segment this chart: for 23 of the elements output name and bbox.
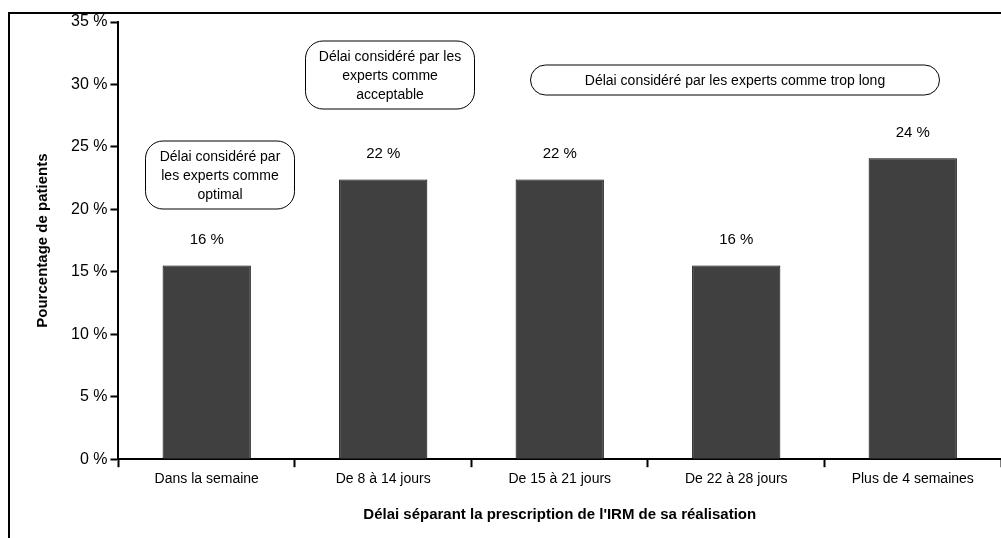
y-tick-label: 20 % [71, 199, 108, 217]
x-tick-label: De 8 à 14 jours [335, 470, 431, 487]
y-tick-label: 10 % [71, 324, 108, 342]
x-tick-label: Dans la semaine [154, 470, 260, 487]
rounded-box: Délai considéré par les experts comme acceptable [305, 40, 475, 110]
y-tick-label: 30 % [71, 74, 108, 92]
x-tick-label: De 22 à 28 jours [684, 470, 788, 487]
x-tick-label: De 15 à 21 jours [508, 470, 612, 487]
y-axis-title: Pourcentage de patients [33, 153, 51, 328]
data-label: 16 % [719, 230, 754, 248]
data-label: 24 % [895, 122, 930, 140]
y-tick-label: 25 % [71, 137, 108, 155]
data-label: 22 % [542, 144, 577, 162]
rounded-box: Délai considéré par les experts comme optimal [145, 140, 295, 210]
data-label: 22 % [366, 144, 401, 162]
x-axis-title: Délai séparant la prescription de l'IRM de sa réalisation [363, 505, 757, 523]
y-tick-label: 0 % [79, 449, 108, 467]
x-tick-label: Plus de 4 semaines [851, 470, 974, 487]
y-tick-label: 5 % [79, 387, 108, 405]
y-tick-label: 15 % [71, 262, 108, 280]
data-label: 16 % [189, 230, 224, 248]
rounded-box: Délai considéré par les experts comme trop long [530, 64, 940, 96]
y-tick-label: 35 % [71, 12, 108, 30]
